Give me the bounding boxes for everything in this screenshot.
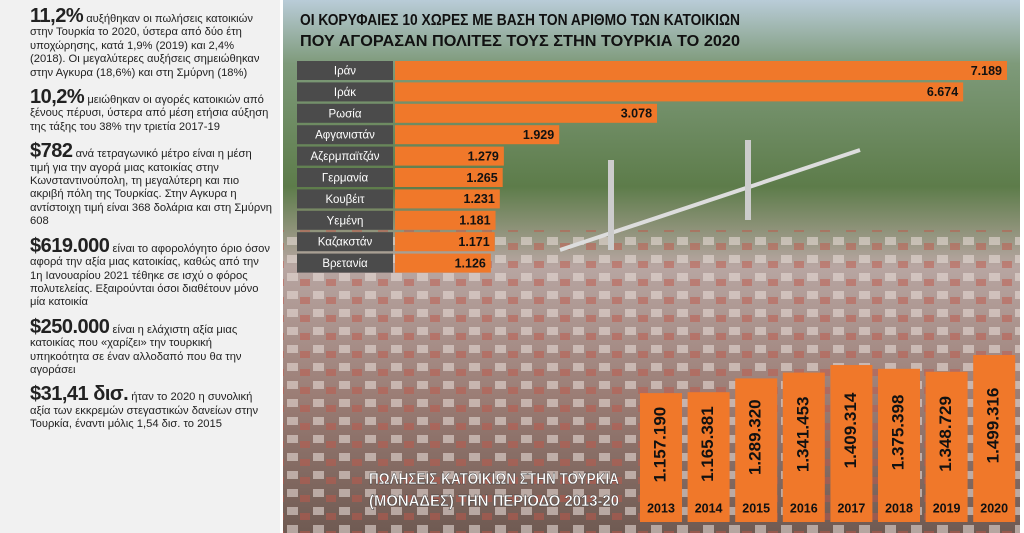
value-label: 1.289.320 [746, 399, 765, 475]
x-tick-label: 2016 [790, 501, 818, 515]
x-tick-label: 2017 [837, 501, 865, 515]
bar [687, 392, 730, 522]
category-box [297, 210, 393, 230]
value-label: 1.348.729 [936, 396, 955, 472]
chart-title: ΠΩΛΗΣΕΙΣ ΚΑΤΟΙΚΙΩΝ ΣΤΗΝ ΤΟΥΡΚΙΑ [369, 471, 619, 488]
value-label: 7.189 [971, 64, 1002, 78]
category-label: Αφγανιστάν [315, 130, 375, 142]
bar [395, 232, 495, 252]
category-label: Γερμανία [322, 173, 369, 185]
category-box [297, 253, 393, 273]
fact: $619.000 είναι το αφορολόγητο όριο όσον … [30, 236, 272, 310]
value-label: 1.929 [523, 128, 554, 142]
bar [395, 61, 1007, 80]
bar [878, 368, 920, 522]
value-label: 1.375.398 [888, 395, 907, 471]
category-box [297, 232, 393, 252]
bar [395, 146, 504, 166]
bar [830, 365, 873, 522]
value-label: 1.341.453 [793, 396, 812, 472]
x-tick-label: 2015 [742, 501, 770, 515]
category-label: Ρωσία [329, 108, 362, 120]
fact: $782 ανά τετραγωνικό μέτρο είναι η μέση … [30, 141, 273, 228]
fact-text: ανά τετραγωνικό μέτρο είναι η μέση τιμή … [30, 148, 273, 228]
fact-figure: $31,41 δισ. [30, 383, 129, 406]
value-label: 1.499.316 [984, 388, 1003, 464]
x-tick-label: 2013 [647, 501, 675, 515]
category-box [297, 125, 393, 145]
value-label: 1.126 [455, 256, 486, 270]
bar [395, 253, 491, 273]
category-label: Ιράκ [334, 87, 356, 99]
fact: 10,2% μειώθηκαν οι αγορές κατοικιών από … [30, 87, 272, 134]
bar [735, 378, 778, 522]
category-label: Αζερμπαϊτζάν [310, 151, 379, 163]
value-label: 1.409.314 [841, 392, 860, 468]
bar [782, 372, 825, 522]
value-label: 6.674 [927, 85, 958, 99]
bar [395, 189, 500, 209]
value-label: 3.078 [621, 107, 652, 121]
bar [925, 371, 968, 522]
bar [395, 125, 560, 145]
category-label: Καζακστάν [318, 237, 373, 249]
category-box [297, 146, 393, 166]
fact: 11,2% αυξήθηκαν οι πωλήσεις κατοικιών στ… [30, 6, 272, 80]
value-label: 1.165.381 [698, 406, 717, 482]
category-box [297, 82, 393, 102]
bar [640, 393, 682, 522]
value-label: 1.157.190 [650, 407, 669, 483]
fact-figure: 10,2% [30, 86, 85, 109]
category-label: Ιράν [334, 66, 356, 78]
bar [973, 355, 1016, 522]
fact-text: είναι η ελάχιστη αξία μιας κατοικίας που… [30, 323, 242, 376]
x-tick-label: 2014 [695, 501, 723, 515]
chart-title: (ΜΟΝΑΔΕΣ) ΤΗΝ ΠΕΡΙΟΔΟ 2013-20 [369, 493, 619, 510]
fact-text: αυξήθηκαν οι πωλήσεις κατοικιών στην Του… [30, 13, 260, 79]
value-label: 1.279 [468, 149, 499, 163]
fact-figure: $782 [30, 140, 73, 163]
fact-text: ήταν το 2020 η συνολική αξία των εκκρεμώ… [30, 391, 259, 431]
bar [395, 168, 503, 187]
value-label: 1.265 [466, 171, 497, 185]
x-tick-label: 2019 [933, 501, 961, 515]
x-tick-label: 2018 [885, 501, 913, 515]
chart-title: ΠΟΥ ΑΓΟΡΑΣΑΝ ΠΟΛΙΤΕΣ ΤΟΥΣ ΣΤΗΝ ΤΟΥΡΚΙΑ Τ… [300, 33, 740, 50]
category-box [297, 168, 393, 187]
fact-text: μειώθηκαν οι αγορές κατοικιών από ξένους… [30, 94, 269, 133]
sidebar: 11,2% αυξήθηκαν οι πωλήσεις κατοικιών στ… [0, 0, 280, 533]
bar [395, 210, 496, 230]
value-label: 1.171 [458, 235, 489, 249]
bridge-tower [745, 140, 751, 220]
fact-figure: 11,2% [30, 5, 84, 27]
category-label: Κουβέιτ [325, 194, 365, 206]
fact-figure: $619.000 [30, 234, 110, 257]
bar [395, 103, 658, 123]
fact-text: είναι το αφορολόγητο όριο όσον αφορά την… [30, 242, 270, 309]
fact: $250.000 είναι η ελάχιστη αξία μιας κατο… [30, 317, 272, 378]
bar [395, 82, 964, 102]
bridge-tower [608, 160, 614, 250]
category-label: Υεμένη [327, 215, 364, 227]
value-label: 1.181 [459, 214, 490, 228]
x-tick-label: 2020 [980, 501, 1008, 515]
value-label: 1.231 [464, 192, 495, 206]
category-box [297, 103, 393, 123]
fact-figure: $250.000 [30, 315, 110, 338]
category-label: Βρετανία [322, 258, 368, 270]
category-box [297, 189, 393, 209]
chart-title: ΟΙ ΚΟΡΥΦΑΙΕΣ 10 ΧΩΡΕΣ ΜΕ ΒΑΣΗ ΤΟΝ ΑΡΙΘΜΟ… [300, 12, 740, 29]
fact: $31,41 δισ. ήταν το 2020 η συνολική αξία… [30, 384, 272, 431]
category-box [297, 61, 393, 80]
